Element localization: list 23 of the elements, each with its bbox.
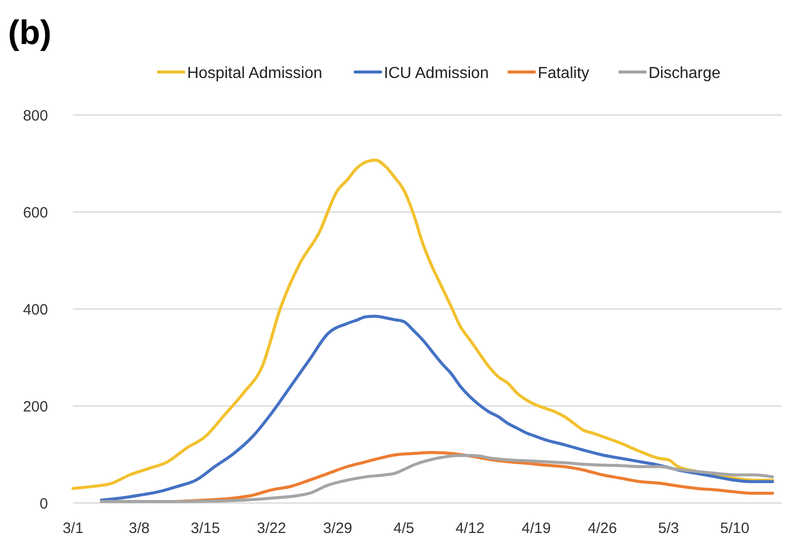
legend-label: Discharge <box>648 65 721 82</box>
x-tick-label: 3/1 <box>62 520 84 537</box>
y-tick-label: 0 <box>40 495 48 512</box>
x-tick-label: 4/5 <box>393 520 414 537</box>
x-tick-label: 3/15 <box>190 520 220 537</box>
line-series <box>72 158 774 490</box>
chart-title: (b) <box>8 14 52 52</box>
x-tick-label: 5/10 <box>720 520 750 537</box>
x-tick-label: 4/12 <box>455 520 485 537</box>
legend-label: Fatality <box>538 65 590 82</box>
x-tick-label: 4/26 <box>588 520 617 537</box>
x-tick-label: 5/3 <box>658 520 679 537</box>
y-tick-label: 200 <box>22 398 48 416</box>
x-tick-label: 3/22 <box>256 520 286 537</box>
x-tick-label: 4/19 <box>522 520 551 537</box>
x-tick-label: 3/29 <box>323 520 352 537</box>
legend-label: Hospital Admission <box>187 65 322 82</box>
y-tick-label: 400 <box>22 301 48 318</box>
y-tick-label: 800 <box>22 107 48 124</box>
x-tick-label: 3/8 <box>128 520 150 537</box>
legend-label: ICU Admission <box>384 65 489 82</box>
y-tick-label: 600 <box>22 204 48 222</box>
line-series <box>100 314 774 502</box>
